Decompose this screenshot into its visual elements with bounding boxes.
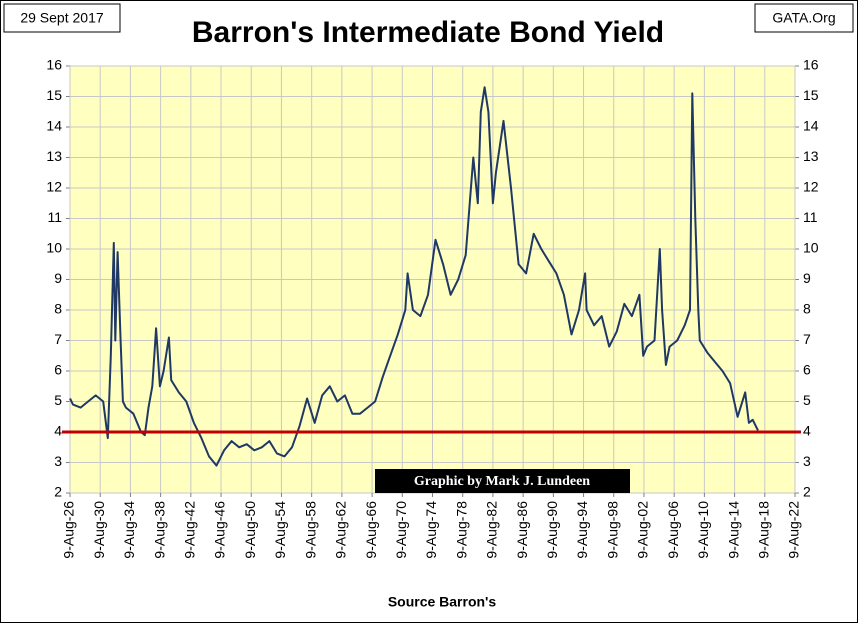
- x-tick-label: 9-Aug-38: [151, 501, 167, 559]
- x-tick-label: 9-Aug-50: [242, 501, 258, 559]
- y2-tick-label: 5: [803, 392, 811, 408]
- y-tick-label: 11: [47, 209, 62, 225]
- y-tick-label: 3: [54, 453, 62, 469]
- y2-tick-label: 7: [803, 331, 811, 347]
- x-tick-label: 9-Aug-54: [272, 501, 288, 559]
- y-tick-label: 5: [54, 392, 62, 408]
- x-tick-label: 9-Aug-78: [453, 501, 469, 559]
- x-tick-label: 9-Aug-70: [393, 501, 409, 559]
- source-note: GATA.Org: [772, 10, 835, 26]
- x-tick-label: 9-Aug-30: [91, 501, 107, 559]
- yield-line: [69, 86, 759, 467]
- y2-tick-label: 10: [803, 240, 819, 256]
- x-tick-label: 9-Aug-06: [665, 501, 681, 559]
- x-tick-label: 9-Aug-98: [604, 501, 620, 559]
- y2-tick-label: 2: [803, 484, 811, 500]
- y-tick-label: 16: [46, 57, 62, 73]
- y-tick-label: 6: [54, 362, 62, 378]
- y-tick-label: 15: [46, 87, 62, 103]
- x-tick-label: 9-Aug-34: [121, 501, 137, 559]
- y2-tick-label: 8: [803, 301, 811, 317]
- credit: Graphic by Mark J. Lundeen: [414, 474, 590, 489]
- y-tick-label: 8: [54, 301, 62, 317]
- y-tick-label: 2: [54, 484, 62, 500]
- source-box: [754, 3, 854, 33]
- x-tick-label: 9-Aug-82: [484, 501, 500, 559]
- credit-box: [375, 469, 630, 493]
- y-tick-label: 14: [46, 118, 62, 134]
- x-tick-label: 9-Aug-46: [212, 501, 228, 559]
- x-tick-label: 9-Aug-14: [725, 501, 741, 559]
- x-tick-label: 9-Aug-94: [574, 501, 590, 559]
- x-tick-label: 9-Aug-02: [635, 501, 651, 559]
- x-tick-label: 9-Aug-22: [786, 501, 802, 559]
- y2-tick-label: 13: [803, 148, 819, 164]
- x-tick-label: 9-Aug-58: [302, 501, 318, 559]
- y-tick-label: 12: [46, 179, 62, 195]
- y2-tick-label: 6: [803, 362, 811, 378]
- y-tick-label: 7: [54, 331, 62, 347]
- y2-tick-label: 11: [803, 209, 818, 225]
- y-tick-label: 4: [54, 423, 62, 439]
- date-box: [3, 3, 121, 33]
- y2-tick-label: 14: [803, 118, 819, 134]
- y2-tick-label: 9: [803, 270, 811, 286]
- x-tick-label: 9-Aug-62: [333, 501, 349, 559]
- x-tick-label: 9-Aug-90: [544, 501, 560, 559]
- x-tick-label: 9-Aug-26: [61, 501, 77, 559]
- y2-tick-label: 15: [803, 87, 819, 103]
- x-tick-label: 9-Aug-18: [755, 501, 771, 559]
- x-tick-label: 9-Aug-74: [423, 501, 439, 559]
- y-tick-label: 9: [54, 270, 62, 286]
- y-tick-label: 10: [46, 240, 62, 256]
- y-tick-label: 13: [46, 148, 62, 164]
- y2-tick-label: 3: [803, 453, 811, 469]
- y2-tick-label: 12: [803, 179, 819, 195]
- x-tick-label: 9-Aug-86: [514, 501, 530, 559]
- x-tick-label: 9-Aug-42: [182, 501, 198, 559]
- date-note: 29 Sept 2017: [20, 10, 104, 26]
- y2-tick-label: 16: [803, 57, 819, 73]
- x-tick-label: 9-Aug-66: [363, 501, 379, 559]
- chart-title: Barron's Intermediate Bond Yield: [192, 16, 664, 49]
- x-axis-label: Source Barron's: [388, 594, 497, 610]
- y2-tick-label: 4: [803, 423, 811, 439]
- x-tick-label: 9-Aug-10: [695, 501, 711, 559]
